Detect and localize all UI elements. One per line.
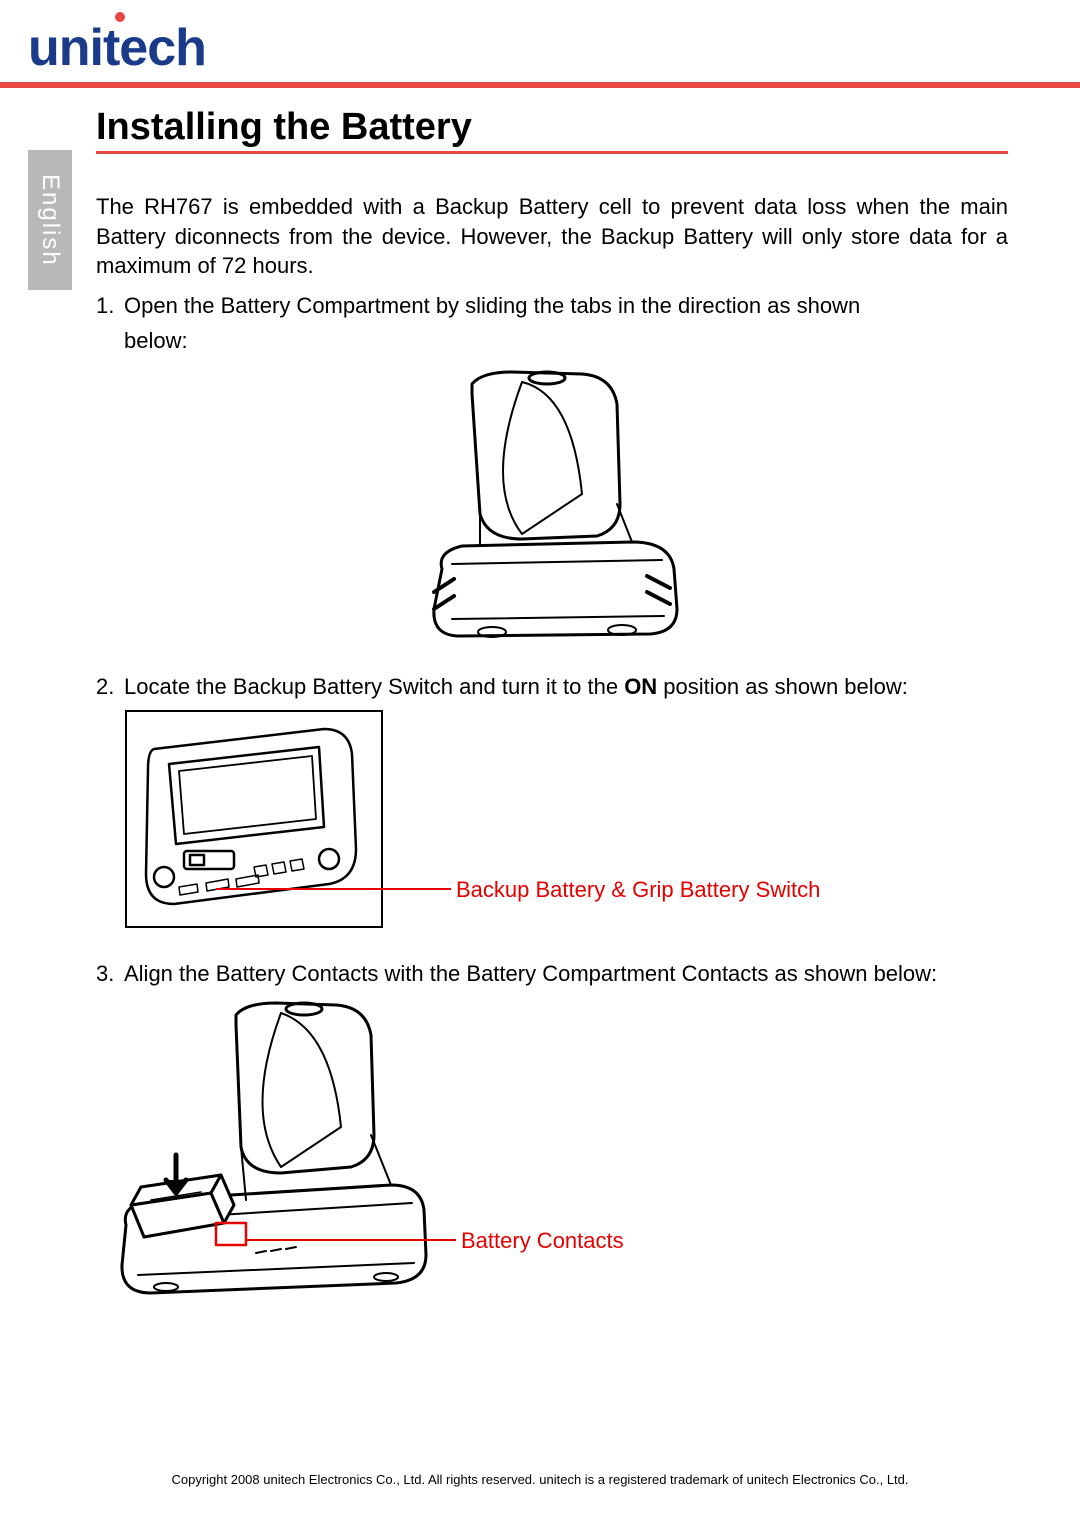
step-number: 1.: [96, 291, 124, 322]
figure-3-callout: Battery Contacts: [461, 1228, 624, 1254]
intro-paragraph: The RH767 is embedded with a Backup Batt…: [96, 192, 1008, 281]
brand-logo: unitech: [28, 18, 206, 78]
figure-3-row: Battery Contacts: [96, 995, 1008, 1295]
step-text: Align the Battery Contacts with the Batt…: [124, 959, 1008, 990]
step-3: 3. Align the Battery Contacts with the B…: [96, 959, 1008, 990]
step-1-cont: below:: [124, 328, 1008, 354]
step-2: 2. Locate the Backup Battery Switch and …: [96, 672, 1008, 703]
figure-2-row: Backup Battery & Grip Battery Switch: [96, 709, 1008, 939]
header: unitech: [0, 0, 1080, 78]
brand-dot-icon: [115, 12, 125, 22]
step-number: 2.: [96, 672, 124, 703]
figure-3-battery-align-icon: [96, 995, 436, 1295]
step-text: Locate the Backup Battery Switch and tur…: [124, 672, 1008, 703]
brand-text: unitech: [28, 19, 206, 77]
page-title: Installing the Battery: [96, 106, 1008, 154]
step-number: 3.: [96, 959, 124, 990]
figure-2-compartment-icon: [124, 709, 384, 929]
step-1: 1. Open the Battery Compartment by slidi…: [96, 291, 1008, 322]
step-text: Open the Battery Compartment by sliding …: [124, 291, 1008, 322]
figure-2-callout: Backup Battery & Grip Battery Switch: [456, 877, 820, 903]
figure-1-device-icon: [382, 364, 722, 654]
page-content: Installing the Battery The RH767 is embe…: [0, 88, 1080, 1295]
copyright-footer: Copyright 2008 unitech Electronics Co., …: [0, 1472, 1080, 1487]
